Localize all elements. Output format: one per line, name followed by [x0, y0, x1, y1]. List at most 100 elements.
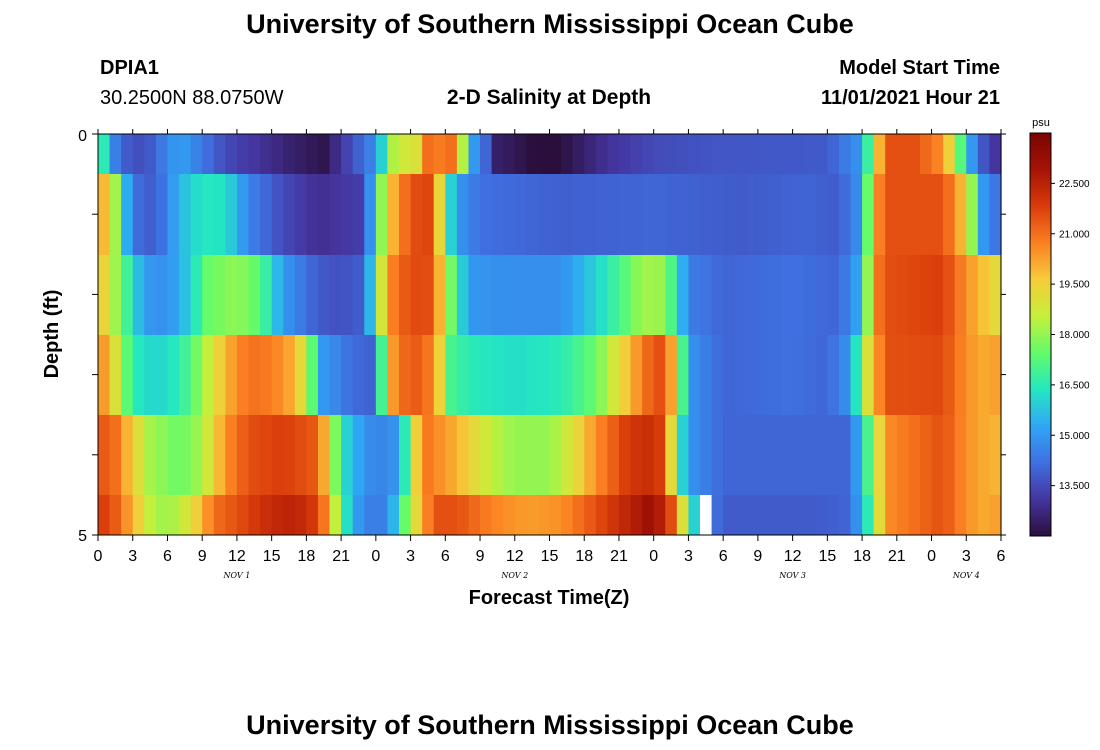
day-label: NOV 2: [500, 571, 528, 580]
heatmap-cell: [190, 335, 203, 415]
x-tick-label: 12: [784, 548, 802, 565]
heatmap-cell: [977, 335, 991, 415]
heatmap-cell: [734, 255, 747, 335]
heatmap-cell: [781, 495, 794, 535]
heatmap-cell: [167, 134, 180, 174]
heatmap-cell: [387, 335, 400, 415]
heatmap-cell: [225, 174, 238, 255]
heatmap-cell: [190, 174, 203, 255]
heatmap-cell: [468, 415, 481, 495]
heatmap-cell: [711, 134, 724, 174]
heatmap-cell: [375, 495, 389, 535]
heatmap-cell: [445, 134, 458, 174]
heatmap-cell: [572, 495, 585, 535]
x-tick-label: 12: [506, 548, 524, 565]
heatmap-cell: [885, 134, 898, 174]
heatmap-cell: [838, 335, 852, 415]
missing-cell: [700, 495, 713, 535]
heatmap-cell: [642, 415, 655, 495]
heatmap-cell: [306, 415, 319, 495]
heatmap-cell: [723, 174, 736, 255]
heatmap-cell: [514, 415, 527, 495]
heatmap-cell: [595, 134, 608, 174]
heatmap-cell: [792, 335, 805, 415]
heatmap-cell: [630, 134, 643, 174]
heatmap-cell: [642, 335, 655, 415]
heatmap-cell: [317, 415, 331, 495]
heatmap-cell: [456, 134, 470, 174]
heatmap-cell: [561, 174, 574, 255]
heatmap-cell: [167, 174, 180, 255]
day-label: NOV 3: [778, 571, 806, 580]
x-tick-label: 9: [753, 548, 762, 565]
heatmap-cell: [341, 335, 354, 415]
colorbar-tick-label: 19.500: [1059, 280, 1090, 291]
heatmap-cell: [572, 255, 585, 335]
heatmap-cell: [931, 134, 944, 174]
heatmap-cell: [480, 255, 493, 335]
heatmap-cell: [179, 495, 192, 535]
heatmap-cell: [445, 255, 458, 335]
heatmap-cell: [236, 415, 250, 495]
heatmap-cell: [225, 495, 238, 535]
colorbar-tick-label: 13.500: [1059, 481, 1090, 492]
heatmap-cell: [248, 495, 261, 535]
colorbar-ticks: 22.500 21.000 19.500 18.000 16.500 15.000 13.5…: [1051, 179, 1090, 492]
heatmap-cell: [132, 255, 145, 335]
heatmap-cell: [155, 495, 169, 535]
heatmap-cell: [966, 134, 979, 174]
heatmap-cell: [757, 415, 771, 495]
heatmap-cell: [375, 174, 389, 255]
heatmap-cell: [410, 495, 423, 535]
heatmap-cell: [271, 415, 284, 495]
heatmap-cell: [121, 255, 134, 335]
heatmap-cell: [618, 174, 632, 255]
heatmap-cell: [688, 134, 701, 174]
x-axis-label: Forecast Time(Z): [469, 587, 630, 609]
heatmap-cell: [329, 255, 342, 335]
heatmap-cell: [98, 134, 111, 174]
heatmap-cell: [595, 174, 608, 255]
heatmap-cell: [827, 134, 840, 174]
heatmap-cell: [850, 415, 863, 495]
heatmap-cell: [213, 335, 226, 415]
heatmap-cell: [630, 255, 643, 335]
heatmap-cell: [676, 495, 690, 535]
heatmap-cell: [873, 255, 886, 335]
heatmap-cell: [607, 495, 620, 535]
heatmap-cell: [954, 174, 967, 255]
heatmap-cell: [734, 134, 747, 174]
heatmap-cell: [989, 335, 1002, 415]
heatmap-cell: [294, 174, 307, 255]
x-tick-label: 6: [441, 548, 450, 565]
heatmap-cell: [526, 415, 539, 495]
heatmap-cell: [734, 415, 747, 495]
heatmap-cell: [248, 335, 261, 415]
heatmap-cell: [480, 134, 493, 174]
x-tick-label: 18: [297, 548, 315, 565]
footer-title: University of Southern Mississippi Ocean…: [246, 710, 854, 740]
colorbar-unit: psu: [1032, 117, 1050, 129]
heatmap-cell: [537, 174, 551, 255]
heatmap-cell: [213, 415, 226, 495]
heatmap-cell: [676, 255, 690, 335]
heatmap-cell: [676, 415, 690, 495]
heatmap-cell: [931, 255, 944, 335]
heatmap-cell: [595, 255, 608, 335]
heatmap-cell: [399, 174, 412, 255]
heatmap-cell: [873, 495, 886, 535]
heatmap-cell: [873, 134, 886, 174]
heatmap-cell: [364, 335, 377, 415]
heatmap-cell: [526, 174, 539, 255]
heatmap-cell: [804, 255, 817, 335]
heatmap-cell: [225, 415, 238, 495]
heatmap-cell: [190, 495, 203, 535]
heatmap-cell: [352, 134, 365, 174]
colorbar-tick-label: 18.000: [1059, 330, 1090, 341]
heatmap-cell: [642, 255, 655, 335]
heatmap-cell: [121, 415, 134, 495]
heatmap-cell: [827, 495, 840, 535]
heatmap-cell: [179, 335, 192, 415]
heatmap-cell: [561, 335, 574, 415]
heatmap-cell: [688, 415, 701, 495]
